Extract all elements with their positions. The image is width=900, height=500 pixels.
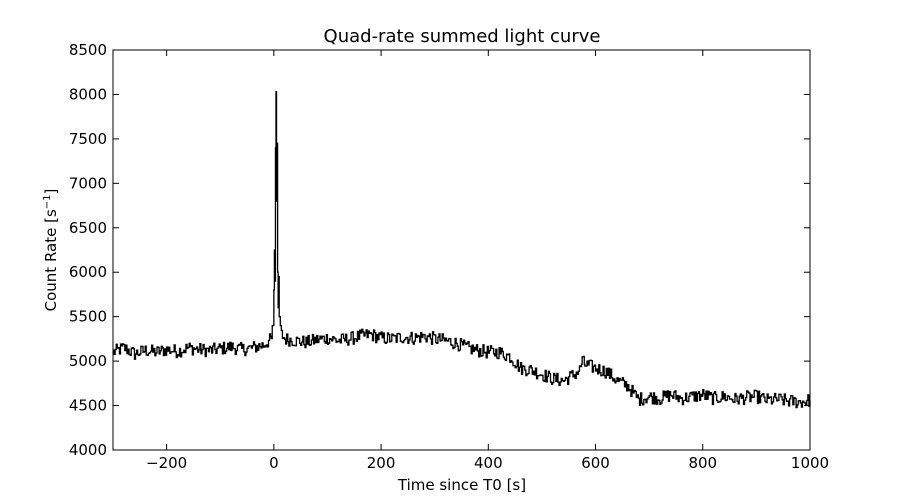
y-tick-label: 6000 bbox=[69, 263, 107, 281]
y-axis-label-main: Count Rate [s bbox=[42, 209, 60, 311]
y-tick-label: 8500 bbox=[69, 41, 107, 59]
x-tick-label: 200 bbox=[367, 454, 396, 472]
light-curve-series-line bbox=[113, 91, 811, 409]
x-tick-label: 400 bbox=[474, 454, 503, 472]
chart-title: Quad-rate summed light curve bbox=[324, 26, 601, 47]
x-tick-label: 1000 bbox=[791, 454, 829, 472]
y-tick-label: 4500 bbox=[69, 397, 107, 415]
x-tick-label: 0 bbox=[269, 454, 279, 472]
y-tick-label: 7000 bbox=[69, 174, 107, 192]
x-tick-label: 800 bbox=[688, 454, 717, 472]
x-tick-label: 600 bbox=[581, 454, 610, 472]
y-axis-label: Count Rate [s−1] bbox=[42, 189, 60, 312]
y-axis-label-exponent: −1 bbox=[42, 194, 53, 209]
y-tick-label: 5000 bbox=[69, 352, 107, 370]
plot-frame bbox=[112, 49, 811, 451]
x-tick-label: −200 bbox=[146, 454, 187, 472]
y-tick-label: 6500 bbox=[69, 219, 107, 237]
y-tick-label: 5500 bbox=[69, 308, 107, 326]
y-tick-label: 7500 bbox=[69, 130, 107, 148]
x-axis-label: Time since T0 [s] bbox=[397, 476, 526, 494]
y-tick-label: 8000 bbox=[69, 85, 107, 103]
y-axis-label-end: ] bbox=[42, 189, 60, 195]
y-tick-label: 4000 bbox=[69, 441, 107, 459]
